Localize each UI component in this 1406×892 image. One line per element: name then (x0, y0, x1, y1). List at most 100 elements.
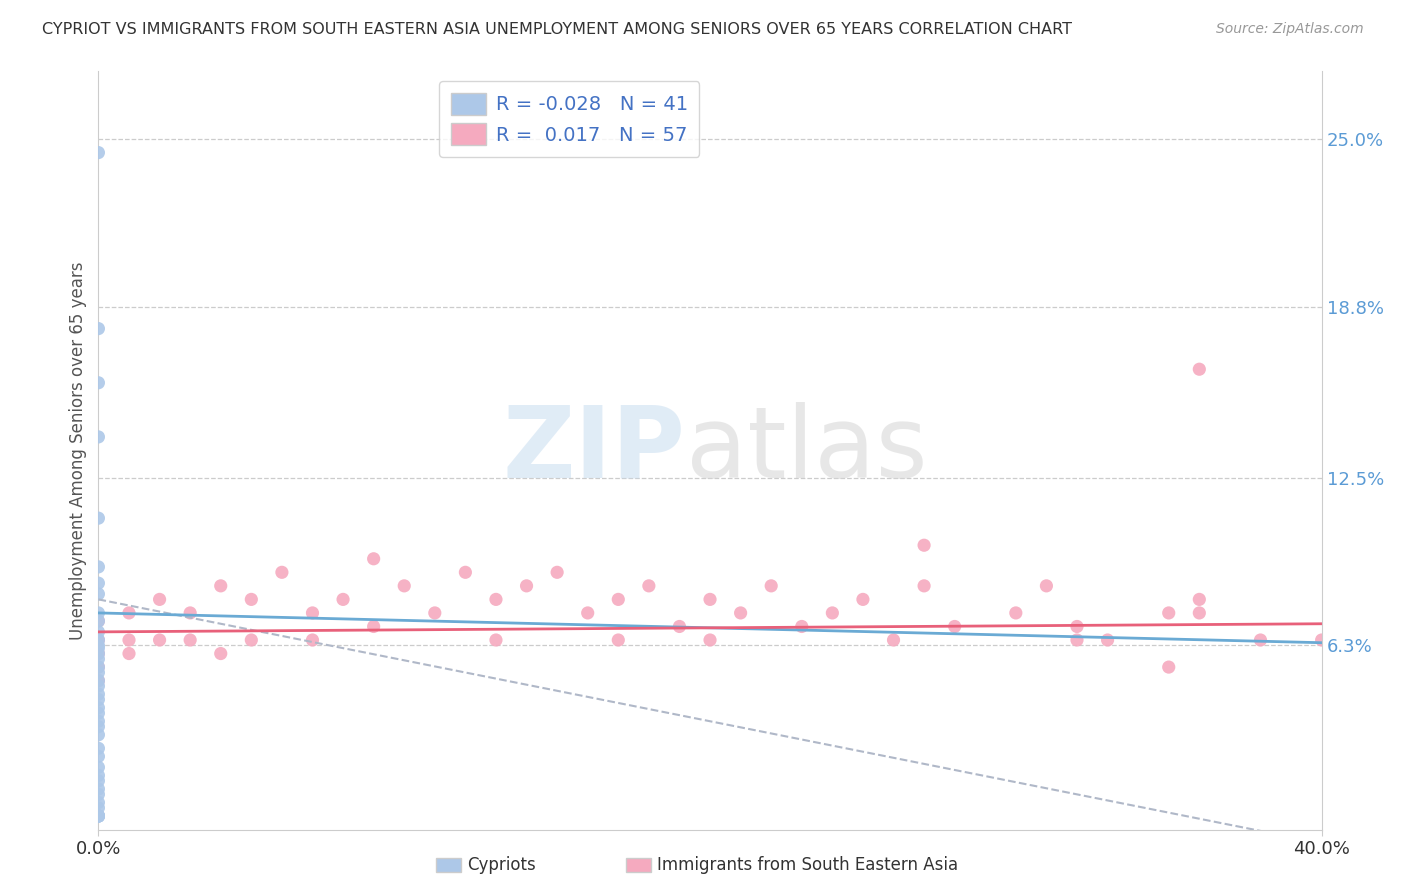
Point (87, 633, 110, 648)
Point (87, 768, 110, 782)
Point (363, 551, 385, 566)
Point (759, 579, 782, 593)
Point (883, 633, 905, 648)
Legend: R = -0.028   N = 41, R =  0.017   N = 57: R = -0.028 N = 41, R = 0.017 N = 57 (439, 81, 699, 157)
Point (392, 579, 416, 593)
Point (87, 641, 110, 656)
Point (87, 749, 110, 764)
Point (87, 639, 110, 653)
Point (87, 430, 110, 444)
Point (301, 606, 323, 620)
Point (87, 647, 110, 661)
Point (87, 687, 110, 701)
Point (1035, 579, 1057, 593)
Point (149, 633, 172, 648)
Point (87, 614, 110, 628)
Point (790, 619, 813, 633)
Point (1004, 606, 1026, 620)
Y-axis label: Unemployment Among Seniors over 65 years: Unemployment Among Seniors over 65 years (69, 261, 87, 640)
Text: Source: ZipAtlas.com: Source: ZipAtlas.com (1216, 22, 1364, 37)
Point (301, 633, 323, 648)
Point (87, 700, 110, 714)
Point (699, 633, 721, 648)
Point (423, 606, 446, 620)
Point (87, 760, 110, 774)
Point (179, 633, 201, 648)
Point (87, 706, 110, 720)
Point (1157, 606, 1180, 620)
Point (270, 566, 292, 580)
Point (1066, 619, 1088, 633)
Text: Immigrants from South Eastern Asia: Immigrants from South Eastern Asia (657, 856, 957, 874)
Point (87, 679, 110, 693)
Point (1188, 606, 1211, 620)
Point (87, 796, 110, 810)
Point (87, 720, 110, 734)
Point (87, 660, 110, 674)
Point (1157, 660, 1180, 674)
Point (87, 692, 110, 706)
Point (149, 592, 172, 607)
Point (1097, 633, 1119, 648)
Point (118, 633, 141, 648)
Text: atlas: atlas (686, 402, 927, 499)
Point (607, 633, 630, 648)
Point (87, 714, 110, 729)
Point (1249, 633, 1271, 648)
Point (240, 633, 263, 648)
Point (87, 788, 110, 802)
Point (332, 592, 354, 607)
Point (87, 665, 110, 680)
Point (607, 592, 630, 607)
Point (118, 606, 141, 620)
Point (87, 660, 110, 674)
Point (209, 647, 232, 661)
Point (699, 592, 721, 607)
Point (87, 809, 110, 823)
Point (87, 633, 110, 648)
Point (240, 592, 263, 607)
Text: Cypriots: Cypriots (467, 856, 536, 874)
Point (730, 606, 752, 620)
Point (485, 633, 508, 648)
Point (209, 579, 232, 593)
Point (179, 606, 201, 620)
Point (1188, 592, 1211, 607)
Point (454, 566, 477, 580)
Point (852, 592, 875, 607)
Point (87, 673, 110, 688)
Text: ZIP: ZIP (503, 402, 686, 499)
Point (87, 809, 110, 823)
Point (87, 606, 110, 620)
Point (912, 579, 935, 593)
Text: CYPRIOT VS IMMIGRANTS FROM SOUTH EASTERN ASIA UNEMPLOYMENT AMONG SENIORS OVER 65: CYPRIOT VS IMMIGRANTS FROM SOUTH EASTERN… (42, 22, 1073, 37)
Point (87, 809, 110, 823)
Point (668, 619, 690, 633)
Point (87, 673, 110, 688)
Point (87, 728, 110, 742)
Point (516, 579, 538, 593)
Point (576, 606, 599, 620)
Point (1310, 633, 1333, 648)
Point (87, 576, 110, 591)
Point (87, 614, 110, 628)
Point (87, 587, 110, 601)
Point (87, 145, 110, 160)
Point (363, 619, 385, 633)
Point (118, 647, 141, 661)
Point (87, 511, 110, 525)
Point (87, 773, 110, 788)
Point (87, 560, 110, 574)
Point (87, 376, 110, 390)
Point (943, 619, 966, 633)
Point (912, 538, 935, 552)
Point (546, 566, 568, 580)
Point (1066, 633, 1088, 648)
Point (87, 652, 110, 666)
Point (87, 781, 110, 796)
Point (87, 647, 110, 661)
Point (1188, 362, 1211, 376)
Point (87, 809, 110, 823)
Point (87, 741, 110, 756)
Point (485, 592, 508, 607)
